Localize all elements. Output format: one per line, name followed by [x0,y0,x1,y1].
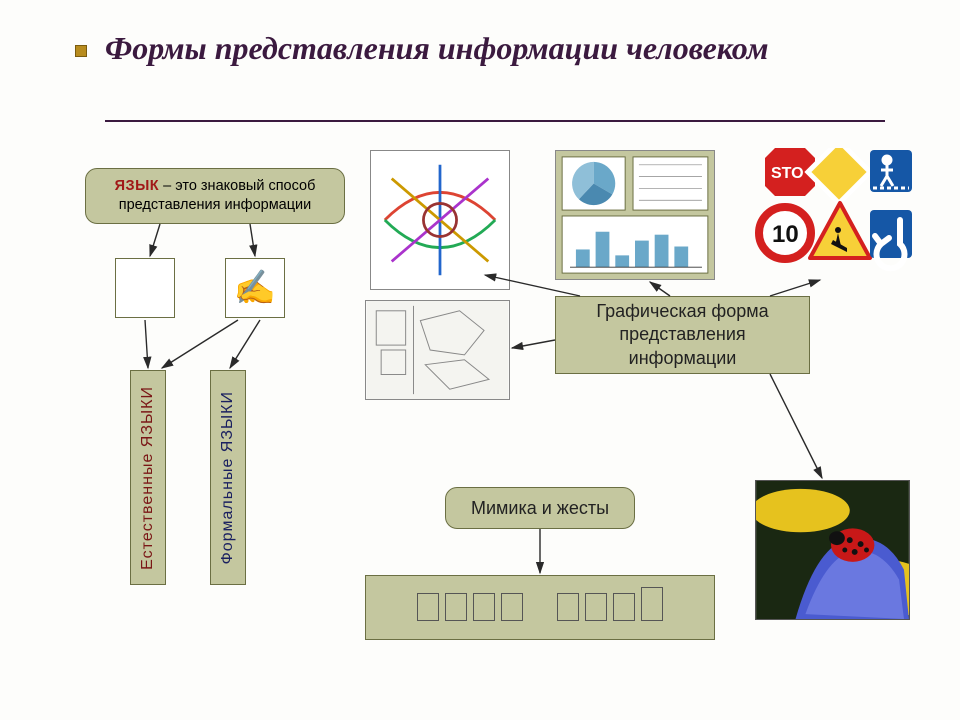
node-natural-languages: Естественные ЯЗЫКИ [130,370,166,585]
title-bullet [75,45,87,57]
icon-speech-box [115,258,175,318]
image-technical-drawing [365,300,510,400]
slide: Формы представления информации человеком… [0,0,960,720]
node-formal-languages: Формальные ЯЗЫКИ [210,370,246,585]
charts-icon [556,151,714,279]
node-graphic-form: Графическая форма представления информац… [555,296,810,374]
gesture-glyph-row [414,587,667,629]
image-road-signs: STO 10 [755,148,915,278]
image-charts-panel [555,150,715,280]
node-language-text: ЯЗЫК – это знаковый способ представления… [96,177,334,215]
image-metro-map [370,150,510,290]
svg-text:10: 10 [772,221,799,248]
natural-languages-label: Естественные ЯЗЫКИ [139,386,157,570]
node-language-definition: ЯЗЫК – это знаковый способ представления… [85,168,345,224]
node-gesture-glyphs [365,575,715,640]
formal-languages-label: Формальные ЯЗЫКИ [219,391,237,564]
slide-title: Формы представления информации человеком [105,28,885,68]
keyword-yazyk: ЯЗЫК [115,178,160,194]
svg-text:STO: STO [771,165,804,182]
ladybug-photo-icon [756,481,909,619]
metro-map-icon [371,151,509,289]
blueprint-icon [366,301,509,399]
icon-writing-box: ✍ [225,258,285,318]
road-signs-icon: STO 10 [755,148,915,278]
writing-hand-icon: ✍ [234,268,276,308]
node-mimic-gestures: Мимика и жесты [445,487,635,529]
image-nature-photo [755,480,910,620]
title-rule [105,120,885,122]
